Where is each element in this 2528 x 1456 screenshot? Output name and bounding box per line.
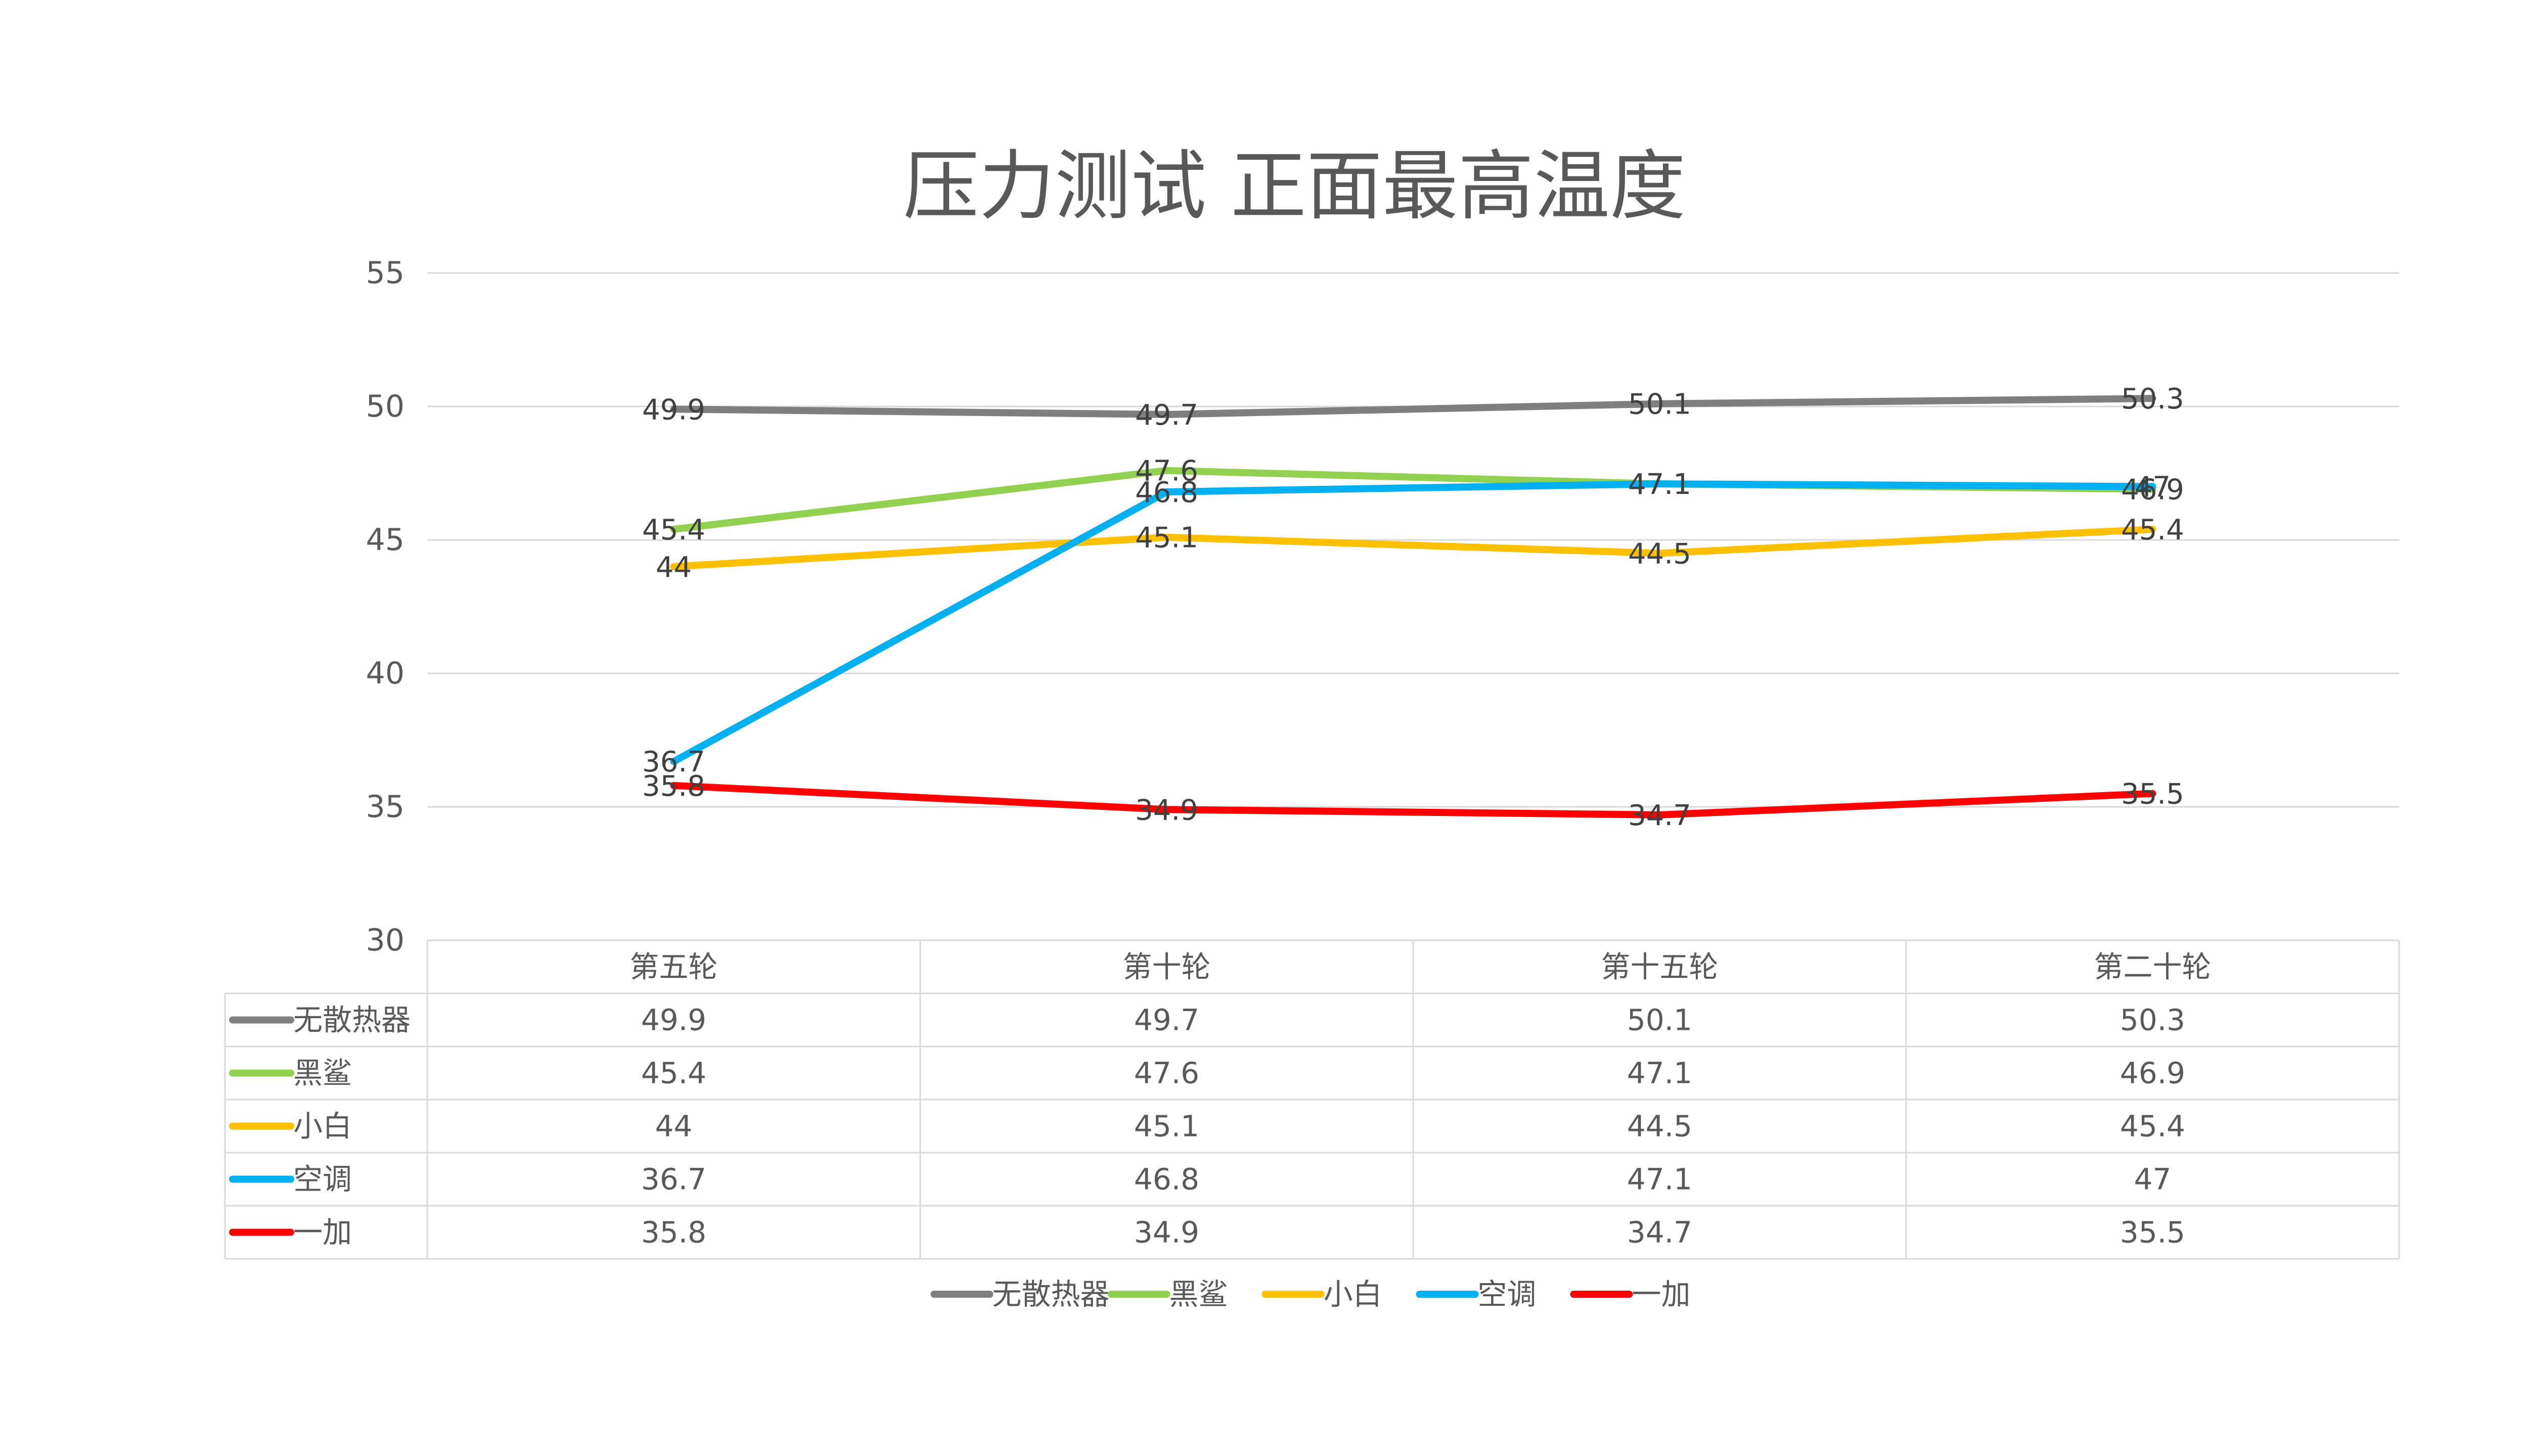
data-label: 47.1 [1628,468,1691,501]
y-axis: 30 35 40 45 50 55 [366,255,404,958]
table-cell: 44 [655,1109,693,1144]
table-cell: 35.8 [641,1215,706,1250]
table-cell: 35.5 [2120,1215,2185,1250]
data-label: 46.9 [2121,474,2184,507]
table-series-name: 一加 [293,1215,352,1250]
y-tick-label: 35 [366,789,404,825]
data-label: 35.5 [2121,778,2184,811]
data-label: 50.3 [2121,383,2184,416]
table-cell: 34.7 [1627,1215,1692,1250]
data-label: 44.5 [1628,537,1691,570]
data-label: 47.1 [1628,468,1691,501]
table-cell: 50.3 [2120,1003,2185,1037]
legend-entry: 小白 [1324,1277,1382,1311]
table-cell: 47.1 [1627,1162,1692,1197]
legend-entry: 无散热器 [992,1277,1110,1311]
series-line-0 [670,395,2156,418]
data-label: 47.6 [1135,455,1198,488]
table-cell: 34.9 [1134,1215,1199,1250]
series-line-3 [670,480,2156,765]
series-line-2 [670,525,2156,570]
table-cell: 45.1 [1134,1109,1199,1144]
data-label: 49.7 [1135,399,1198,432]
table-cell: 47.6 [1134,1056,1199,1090]
table-cell: 45.4 [641,1056,706,1090]
data-label: 49.9 [642,393,705,426]
data-label: 36.7 [642,746,705,779]
table-cell: 49.9 [641,1003,706,1037]
y-tick-label: 55 [366,255,404,291]
gridlines [427,272,2399,808]
data-label: 44 [656,551,692,584]
table-cell: 36.7 [641,1162,706,1197]
table-series-name: 黑鲨 [293,1056,352,1090]
table-cell: 45.4 [2120,1109,2185,1144]
y-tick-label: 45 [366,522,404,558]
y-tick-label: 40 [366,656,404,691]
data-label: 34.9 [1135,794,1198,827]
table-cell: 50.1 [1627,1003,1692,1037]
data-label: 34.7 [1628,799,1691,832]
table-cell: 47.1 [1627,1056,1692,1090]
table-series-name: 小白 [293,1109,352,1144]
category-label: 第十轮 [1122,950,1210,984]
series-lines [670,395,2156,818]
chart-title: 压力测试 正面最高温度 [903,143,1686,231]
data-label: 45.4 [642,514,705,547]
series-line-4 [670,782,2156,818]
category-label: 第二十轮 [2094,950,2211,984]
series-line-1 [670,467,2156,533]
data-labels: 49.9 49.7 50.1 50.3 45.4 47.6 47.1 46.9 44 45.1 44… [642,383,2184,832]
category-label: 第十五轮 [1601,950,1718,984]
data-label: 46.8 [1135,476,1198,509]
legend: 无散热器 黑鲨 小白 空调 一加 [930,1277,1691,1311]
category-label: 第五轮 [629,950,717,984]
legend-entry: 一加 [1632,1277,1691,1311]
table-cell: 44.5 [1627,1109,1692,1144]
y-tick-label: 30 [366,923,404,958]
data-label: 50.1 [1628,388,1691,421]
legend-entry: 空调 [1478,1277,1537,1311]
data-label: 35.8 [642,770,705,803]
table-cell: 46.8 [1134,1162,1199,1197]
table-cell: 46.9 [2120,1056,2185,1090]
data-label: 45.1 [1135,522,1198,555]
table-cell: 47 [2134,1162,2172,1197]
legend-entry: 黑鲨 [1169,1277,1228,1311]
table-series-name: 无散热器 [293,1003,411,1037]
data-label: 45.4 [2121,514,2184,547]
table-series-name: 空调 [293,1162,352,1197]
y-tick-label: 50 [366,389,404,424]
data-label: 47 [2135,471,2171,504]
table-cell: 49.7 [1134,1003,1199,1037]
